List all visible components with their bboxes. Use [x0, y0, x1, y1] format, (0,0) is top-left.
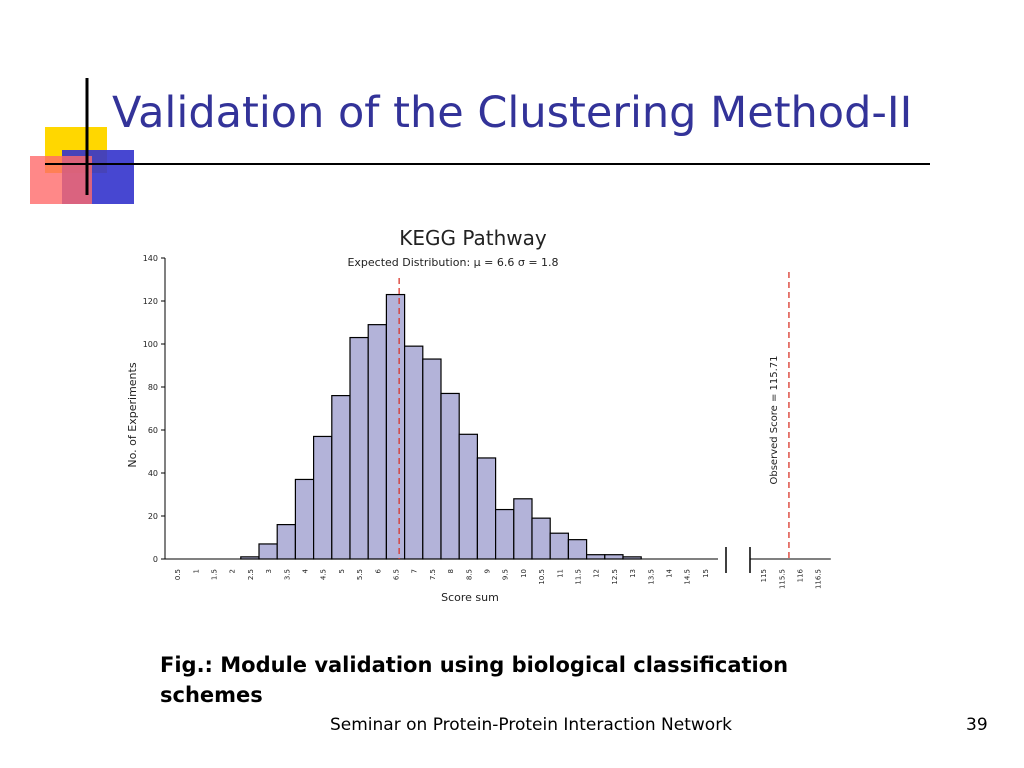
x-tick-label: 10 [520, 569, 528, 578]
footer-text: Seminar on Protein-Protein Interaction N… [330, 715, 733, 735]
histogram-bar [367, 324, 388, 560]
x-tick-label: 4 [302, 568, 310, 573]
x-tick-label: 7 [411, 569, 419, 573]
histogram-bar [604, 554, 624, 560]
histogram-bar [585, 554, 606, 560]
x-tick-label: 11.5 [575, 569, 583, 585]
x-tick-label: 5 [338, 569, 346, 573]
x-tick-label: 14.5 [684, 569, 692, 585]
histogram-bar [567, 539, 588, 560]
slide-title: Validation of the Clustering Method-II [112, 88, 913, 138]
y-tick-label: 60 [148, 426, 158, 435]
histogram-bar [349, 336, 369, 560]
histogram-bar [458, 433, 479, 560]
x-tick-label: 116 [797, 568, 805, 582]
histogram-bar [495, 508, 515, 560]
histogram-bar [404, 345, 424, 560]
observed-score-label: Observed Score = 115.71 [769, 355, 780, 484]
histogram-bar [294, 478, 315, 560]
x-tick-label: 1.5 [211, 569, 219, 580]
histogram-bar [549, 532, 570, 560]
x-tick-label: 9 [484, 569, 492, 573]
x-tick-label: 11 [556, 569, 564, 578]
x-tick-label: 13.5 [647, 569, 655, 585]
x-tick-label: 9.5 [502, 569, 510, 580]
x-tick-label: 3.5 [283, 569, 291, 580]
chart-title: KEGG Pathway [399, 226, 547, 250]
histogram-bar [440, 392, 460, 560]
x-tick-label: 3 [265, 569, 273, 573]
histogram-bar [258, 543, 278, 560]
x-tick-label: 14 [666, 568, 674, 577]
x-tick-label: 4.5 [320, 569, 328, 580]
x-tick-label: 7.5 [429, 569, 437, 580]
histogram-bar [513, 498, 533, 560]
y-tick-label: 140 [143, 254, 158, 263]
y-tick-label: 120 [143, 297, 158, 306]
y-tick-label: 100 [143, 340, 158, 349]
x-tick-label: 12.5 [611, 569, 619, 585]
x-tick-label: 8.5 [465, 569, 473, 580]
x-tick-label: 1 [192, 569, 200, 573]
y-tick-label: 0 [153, 555, 158, 564]
histogram-bar [313, 435, 333, 560]
histogram-bar [422, 358, 442, 560]
x-tick-label: 5.5 [356, 569, 364, 580]
slide-number: 39 [966, 715, 988, 735]
y-tick-label: 40 [148, 469, 158, 478]
y-tick-label: 20 [148, 512, 158, 521]
histogram-bar [331, 395, 351, 560]
x-tick-label: 12 [593, 569, 601, 578]
histogram-bar [276, 523, 297, 560]
chart-subtitle: Expected Distribution: μ = 6.6 σ = 1.8 [347, 256, 558, 269]
x-tick-label: 6.5 [393, 569, 401, 580]
x-tick-label: 115 [760, 569, 768, 582]
x-tick-label: 116.5 [815, 569, 823, 589]
x-tick-label: 2 [229, 569, 237, 573]
y-axis-label: No. of Experiments [126, 362, 139, 467]
x-axis-label: Score sum [441, 591, 499, 604]
x-tick-label: 13 [629, 569, 637, 578]
figure-caption: Fig.: Module validation using biological… [160, 653, 789, 707]
y-tick-label: 80 [148, 383, 158, 392]
x-tick-label: 2.5 [247, 569, 255, 580]
histogram-bar [385, 293, 406, 560]
x-tick-label: 115.5 [778, 569, 786, 589]
histogram-bar [531, 517, 551, 560]
x-tick-label: 15 [702, 569, 710, 578]
x-tick-label: 0.5 [174, 569, 182, 580]
x-tick-label: 10.5 [538, 569, 546, 585]
x-tick-label: 8 [447, 569, 455, 573]
histogram-bar [476, 457, 497, 560]
x-tick-label: 6 [374, 568, 382, 573]
